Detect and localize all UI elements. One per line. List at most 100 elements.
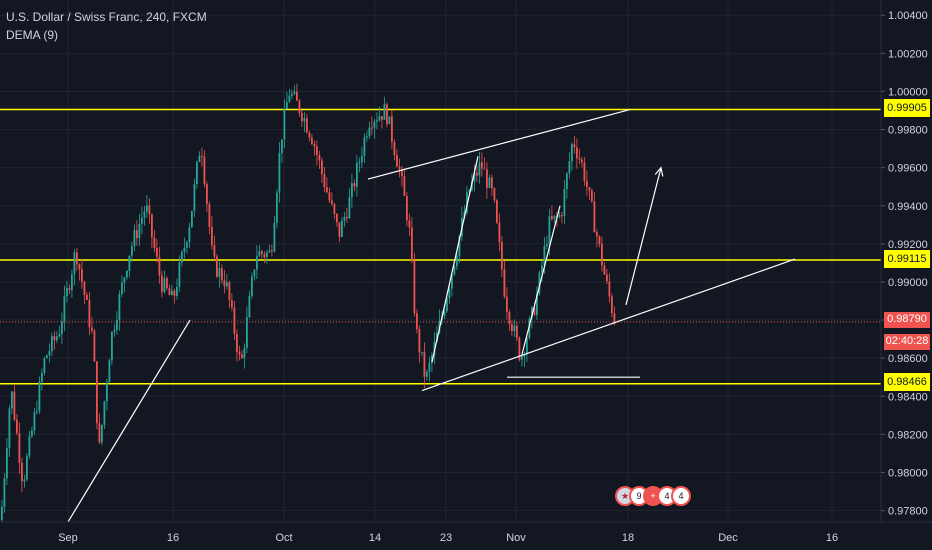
x-tick-label: 23 — [440, 532, 452, 544]
candle-body — [513, 325, 516, 332]
candle-body — [261, 251, 263, 255]
candle-body — [303, 118, 306, 122]
candle-body — [353, 183, 356, 187]
candle-body — [111, 331, 113, 361]
candle-body — [63, 296, 66, 322]
candle-body — [476, 172, 478, 176]
economic-events[interactable]: ★ 9 + 4 4 — [615, 486, 691, 506]
candle-body — [336, 213, 338, 223]
candle-body — [473, 172, 476, 182]
candle-body — [423, 351, 426, 377]
candle-body — [26, 456, 28, 480]
candle-body — [188, 227, 191, 243]
candle-body — [256, 256, 258, 270]
candle-body — [131, 246, 133, 256]
candle-body — [481, 162, 483, 169]
candle-body — [363, 137, 366, 156]
candle-body — [48, 351, 51, 356]
candle-body — [538, 272, 541, 294]
y-tick-label: 0.97800 — [888, 506, 928, 518]
candle-body — [38, 381, 41, 412]
candle-body — [533, 307, 536, 315]
level-mid-badge: 0.99115 — [884, 250, 930, 268]
candle-body — [478, 162, 481, 176]
candle-body — [406, 195, 408, 221]
candle-body — [596, 232, 598, 237]
candle-body — [96, 361, 98, 424]
trendline-drawing[interactable] — [431, 156, 479, 363]
time-axis[interactable]: Sep 16 Oct 14 23 Nov 18 Dec 16 — [58, 532, 838, 544]
candle-body — [216, 256, 218, 277]
candle-body — [368, 127, 371, 137]
trendline-drawing[interactable] — [367, 108, 631, 180]
candle-body — [33, 412, 36, 431]
trendline-drawing[interactable] — [67, 319, 191, 523]
candle-body — [411, 227, 413, 261]
candle-body — [156, 247, 158, 257]
candle-body — [88, 299, 91, 328]
candle-body — [226, 282, 228, 287]
candle-body — [98, 423, 101, 443]
candle-body — [163, 278, 166, 293]
candle-body — [326, 187, 328, 193]
candle-body — [528, 318, 531, 339]
candle-body — [213, 245, 216, 257]
y-tick-label: 0.99200 — [888, 239, 928, 251]
candle-body — [56, 336, 58, 341]
x-tick-label: Nov — [506, 532, 526, 544]
x-tick-label: Oct — [275, 532, 292, 544]
candle-body — [171, 290, 173, 295]
candle-body — [511, 323, 513, 332]
candle-body — [81, 269, 83, 283]
candle-body — [588, 187, 591, 191]
candle-body — [318, 155, 321, 161]
candle-body — [553, 215, 556, 220]
y-tick-label: 0.98400 — [888, 391, 928, 403]
indicator-label[interactable]: DEMA (9) — [6, 28, 59, 42]
candle-body — [28, 436, 31, 457]
candle-body — [388, 116, 391, 125]
candle-body — [173, 290, 176, 296]
candle-body — [606, 274, 608, 282]
candle-body — [203, 156, 206, 185]
candle-body — [578, 158, 581, 160]
candle-body — [358, 161, 361, 164]
event-count-badge[interactable]: 4 — [671, 486, 691, 506]
drawings[interactable] — [67, 108, 796, 523]
trendline-drawing[interactable] — [521, 205, 561, 355]
candle-body — [43, 358, 46, 374]
candle-body — [416, 313, 418, 330]
candle-body — [508, 311, 511, 324]
candle-body — [276, 192, 278, 223]
candle-body — [133, 230, 136, 247]
candle-body — [6, 448, 8, 479]
candle-body — [76, 252, 78, 265]
candle-body — [91, 327, 93, 331]
candle-body — [381, 116, 383, 120]
y-tick-label: 0.99400 — [888, 201, 928, 213]
candle-body — [323, 174, 326, 188]
candle-body — [41, 373, 43, 382]
candle-body — [491, 177, 493, 189]
trendline-drawing[interactable] — [421, 258, 796, 392]
candle-body — [536, 293, 538, 315]
candle-body — [138, 223, 141, 239]
candle-body — [321, 160, 323, 175]
candle-body — [121, 282, 123, 295]
candle-body — [128, 255, 131, 271]
arrow-drawing[interactable] — [625, 167, 662, 305]
candle-body — [286, 102, 288, 109]
candle-body — [413, 260, 416, 314]
candle-body — [586, 181, 588, 188]
candle-body — [148, 205, 151, 215]
y-tick-label: 0.99000 — [888, 277, 928, 289]
candle-body — [116, 319, 118, 330]
symbol-title[interactable]: U.S. Dollar / Swiss Franc, 240, FXCM — [6, 10, 207, 24]
candle-body — [106, 382, 108, 402]
candle-body — [201, 155, 203, 157]
countdown-badge: 02:40:28 — [884, 334, 930, 350]
candle-body — [93, 330, 96, 362]
level-low-badge: 0.98466 — [884, 373, 930, 391]
candle-body — [391, 116, 393, 143]
